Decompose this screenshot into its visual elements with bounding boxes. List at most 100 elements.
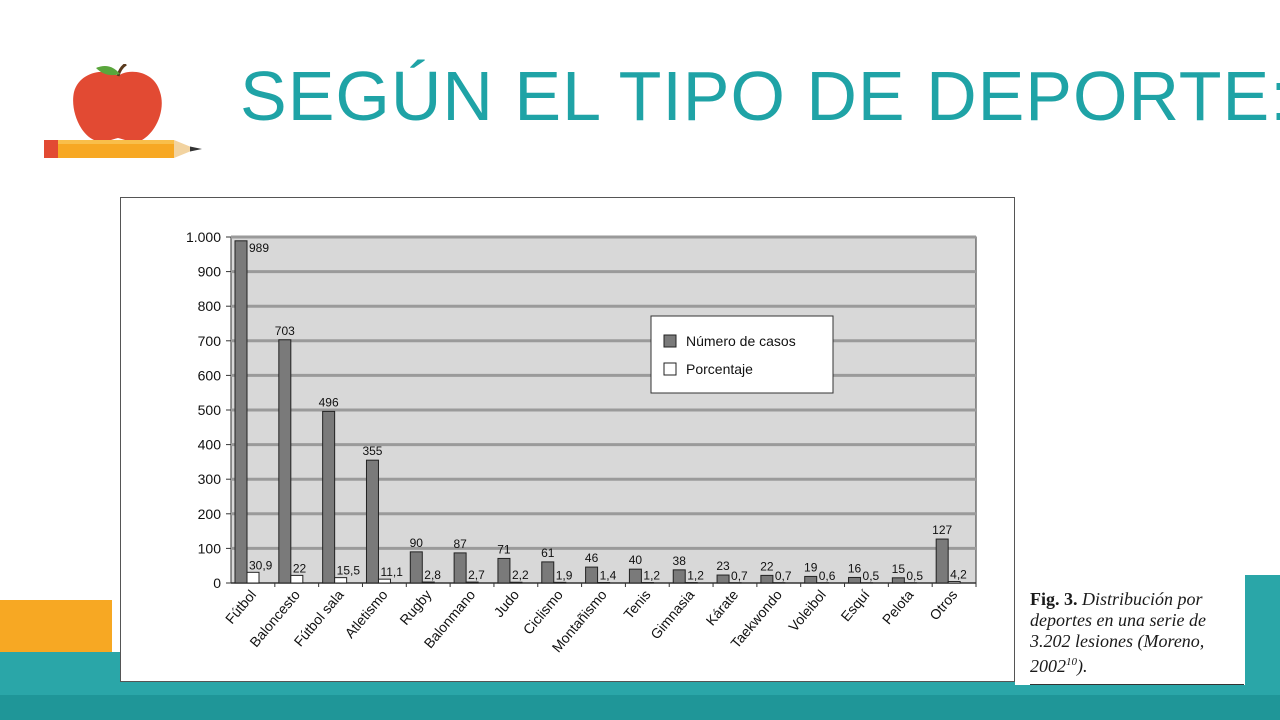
- value-label-cases: 90: [410, 536, 424, 550]
- value-label-percent: 2,2: [512, 568, 529, 582]
- bar-cases: [804, 575, 818, 584]
- bar-cases: [541, 561, 555, 584]
- bar-percent: [553, 581, 567, 584]
- y-tick-label: 600: [198, 367, 222, 383]
- caption-rule: [1030, 684, 1244, 685]
- chart-frame: 0 100 200 300 400 500 600 700 800 900 1.000 989 30,9…: [120, 197, 1015, 682]
- bar-cases: [365, 459, 379, 584]
- y-tick-label: 200: [198, 506, 222, 522]
- bar-chart: 0 100 200 300 400 500 600 700 800 900 1.000 989 30,9…: [186, 229, 977, 655]
- value-label-percent: 4,2: [950, 568, 967, 582]
- bar-cases: [628, 568, 642, 584]
- y-tick-label: 900: [198, 264, 222, 280]
- bar-cases: [322, 410, 336, 584]
- legend-swatch: [663, 362, 677, 376]
- caption-label: Fig. 3.: [1030, 589, 1078, 609]
- bar-percent: [334, 577, 348, 584]
- page-title: SEGÚN EL TIPO DE DEPORTE:: [240, 57, 1280, 135]
- value-label-percent: 0,5: [863, 569, 880, 583]
- value-label-percent: 0,7: [731, 569, 748, 583]
- bar-percent: [421, 581, 435, 584]
- y-tick-label: 400: [198, 437, 222, 453]
- value-label-cases: 496: [319, 395, 339, 409]
- value-label-percent: 0,7: [775, 569, 792, 583]
- caption-box: [1015, 575, 1245, 685]
- bar-cases: [760, 574, 774, 584]
- value-label-percent: 0,5: [906, 569, 923, 583]
- bar-cases: [935, 538, 949, 584]
- y-tick-label: 700: [198, 333, 222, 349]
- y-tick-label: 0: [213, 575, 221, 591]
- bar-cases: [497, 557, 511, 584]
- value-label-cases: 15: [892, 562, 906, 576]
- y-tick-label: 800: [198, 298, 222, 314]
- bar-cases: [234, 240, 248, 584]
- value-label-cases: 989: [249, 241, 269, 255]
- bar-cases: [453, 552, 467, 584]
- value-label-percent: 11,1: [380, 565, 403, 579]
- category-label: Tenis: [620, 587, 653, 622]
- bar-cases: [409, 551, 423, 584]
- bar-percent: [947, 581, 961, 584]
- category-label: Kárate: [702, 586, 741, 628]
- category-label: Esquí: [837, 587, 872, 625]
- value-label-cases: 46: [585, 551, 599, 565]
- value-label-cases: 127: [932, 523, 952, 537]
- bar-percent: [377, 578, 391, 584]
- caption-superscript: 10: [1066, 656, 1077, 668]
- category-label: Ciclismo: [520, 586, 566, 637]
- bar-percent: [509, 581, 523, 584]
- category-label: Pelota: [879, 586, 917, 627]
- y-tick-label: 300: [198, 471, 222, 487]
- y-tick-label: 100: [198, 540, 222, 556]
- value-label-cases: 19: [804, 560, 818, 574]
- category-label: Atletismo: [341, 586, 390, 641]
- value-label-cases: 355: [362, 444, 382, 458]
- category-label: Rugby: [396, 587, 434, 628]
- bar-cases: [278, 339, 292, 584]
- category-label: Fútbol: [222, 587, 259, 627]
- value-label-cases: 38: [673, 554, 687, 568]
- value-label-cases: 40: [629, 553, 643, 567]
- category-label: Judo: [490, 586, 522, 620]
- value-label-percent: 2,7: [468, 568, 485, 582]
- value-label-percent: 15,5: [337, 564, 361, 578]
- bar-cases: [891, 577, 905, 584]
- category-label: Otros: [926, 587, 960, 624]
- value-label-cases: 87: [453, 537, 467, 551]
- value-label-cases: 71: [497, 542, 511, 556]
- bar-cases: [716, 574, 730, 584]
- legend-label: Número de casos: [686, 333, 796, 349]
- value-label-percent: 1,2: [643, 569, 660, 583]
- legend-swatch: [663, 334, 677, 348]
- y-tick-label: 500: [198, 402, 222, 418]
- caption-text: Distribución por deportes en una serie d…: [1030, 589, 1206, 676]
- y-tick-label: 1.000: [186, 229, 221, 245]
- value-label-cases: 16: [848, 561, 862, 575]
- footer-orange-shape: [0, 600, 112, 652]
- bar-cases: [848, 576, 862, 584]
- value-label-percent: 30,9: [249, 558, 273, 572]
- value-label-percent: 0,6: [819, 569, 836, 583]
- figure-caption: Fig. 3. Distribución por deportes en una…: [1030, 589, 1242, 677]
- value-label-percent: 1,4: [600, 569, 617, 583]
- value-label-percent: 22: [293, 561, 307, 575]
- value-label-cases: 22: [760, 559, 774, 573]
- bar-percent: [465, 581, 479, 584]
- category-label: Gimnasia: [647, 586, 697, 642]
- bar-percent: [246, 571, 260, 584]
- bar-cases: [585, 566, 599, 584]
- legend-box: [650, 315, 834, 394]
- value-label-cases: 23: [716, 559, 730, 573]
- category-label: Voleibol: [785, 587, 829, 635]
- value-label-cases: 703: [275, 324, 295, 338]
- bar-cases: [672, 569, 686, 584]
- value-label-percent: 1,2: [687, 569, 704, 583]
- apple-on-pencil-icon: [44, 64, 202, 158]
- footer-teal-strip: [0, 695, 1280, 720]
- value-label-percent: 2,8: [424, 568, 441, 582]
- legend-label: Porcentaje: [686, 361, 753, 377]
- value-label-cases: 61: [541, 546, 555, 560]
- value-label-percent: 1,9: [556, 568, 573, 582]
- bar-percent: [290, 574, 304, 584]
